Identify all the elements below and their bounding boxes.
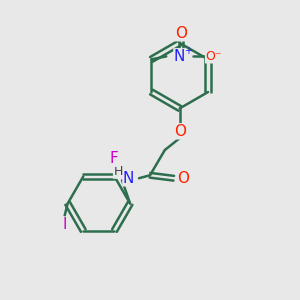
Text: I: I [62, 218, 67, 232]
Text: +: + [184, 46, 192, 56]
Text: N: N [123, 171, 134, 186]
Text: O: O [177, 171, 189, 186]
Text: O: O [174, 124, 186, 139]
Text: F: F [109, 151, 118, 166]
Text: O: O [175, 26, 187, 41]
Text: H: H [113, 165, 123, 178]
Text: N: N [174, 49, 185, 64]
Text: O⁻: O⁻ [206, 50, 222, 63]
